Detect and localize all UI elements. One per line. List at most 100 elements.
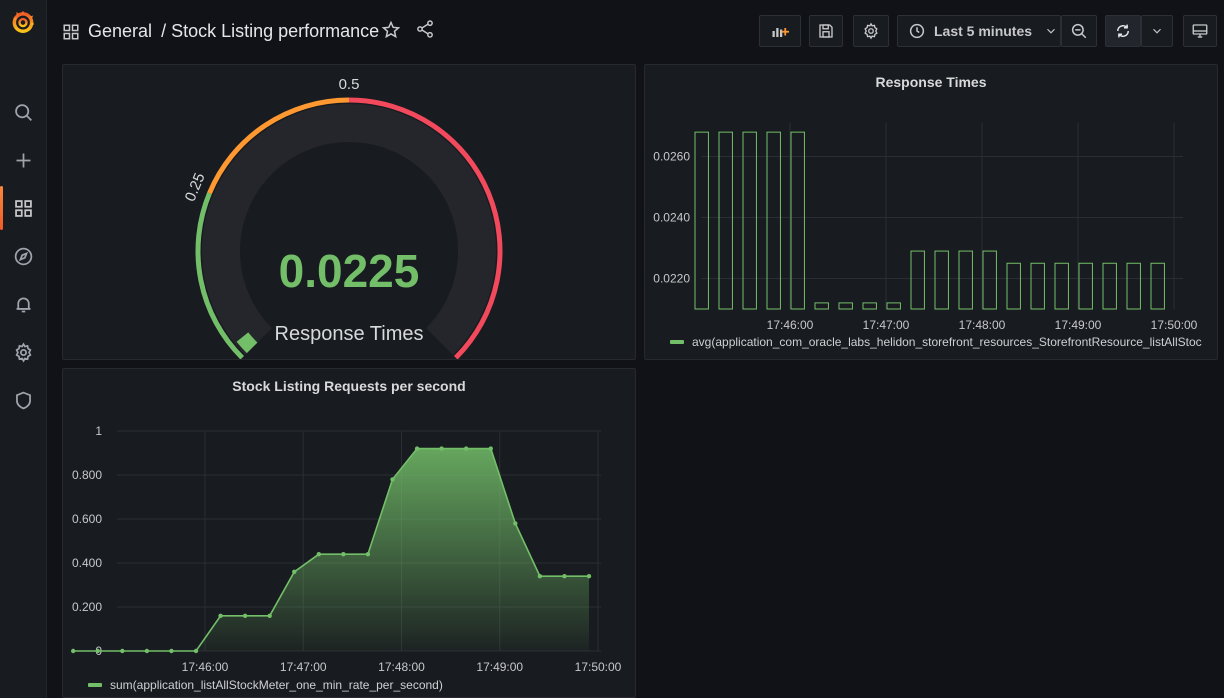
refresh-icon <box>1117 24 1129 38</box>
x-tick-label: 17:49:00 <box>1055 318 1102 332</box>
data-point <box>267 613 272 618</box>
x-tick-label: 17:46:00 <box>767 318 814 332</box>
legend-label: sum(application_listAllStockMeter_one_mi… <box>110 678 443 692</box>
chevron-down-icon <box>1047 28 1055 34</box>
data-point <box>70 648 76 654</box>
gauge-track <box>202 104 496 355</box>
dashboard-header: General / Stock Listing performance Last… <box>46 0 1224 64</box>
bar <box>982 250 997 310</box>
data-point <box>193 648 199 654</box>
chart-legend[interactable]: sum(application_listAllStockMeter_one_mi… <box>88 678 443 692</box>
chevron-down-icon <box>1153 28 1161 34</box>
x-tick-label: 17:46:00 <box>182 660 229 674</box>
y-tick-label: 1 <box>95 424 102 438</box>
x-tick-label: 17:48:00 <box>378 660 425 674</box>
share-icon[interactable] <box>415 19 435 39</box>
add-panel-button[interactable] <box>759 15 801 47</box>
gauge-threshold-orange <box>207 97 350 195</box>
time-range-label: Last 5 minutes <box>934 23 1033 39</box>
requests-panel[interactable]: Stock Listing Requests per second 17:46:… <box>62 368 636 698</box>
search-icon[interactable] <box>9 98 37 126</box>
x-tick-label: 17:49:00 <box>476 660 523 674</box>
x-tick-label: 17:48:00 <box>959 318 1006 332</box>
save-dashboard-button[interactable] <box>809 15 843 47</box>
star-icon[interactable] <box>381 20 401 40</box>
bar <box>886 302 901 310</box>
data-point <box>316 552 322 557</box>
bar <box>1006 262 1021 310</box>
data-point <box>586 574 592 579</box>
area-fill <box>73 448 589 651</box>
gauge-value: 0.0225 <box>279 245 420 297</box>
gear-icon <box>864 22 878 40</box>
grafana-logo-icon[interactable] <box>9 8 37 36</box>
response-times-chart: 17:46:00 17:47:00 17:48:00 17:49:00 17:50:00… <box>653 123 1198 332</box>
bar <box>742 131 757 310</box>
x-tick-label: 17:50:00 <box>1151 318 1198 332</box>
legend-swatch <box>670 340 684 344</box>
x-tick-label: 17:47:00 <box>863 318 910 332</box>
data-point <box>169 648 174 654</box>
bar <box>718 131 733 310</box>
legend-label: avg(application_com_oracle_labs_helidon_… <box>692 335 1202 349</box>
monitor-icon <box>1192 24 1208 38</box>
breadcrumb-folder[interactable]: General <box>88 21 153 41</box>
response-times-panel[interactable]: Response Times 17:46:00 17:47:00 17:48:00 1… <box>644 64 1218 360</box>
bar <box>1150 262 1165 310</box>
data-point <box>218 613 223 618</box>
bar <box>910 250 925 310</box>
bar <box>1054 262 1069 310</box>
gauge-value-bar <box>236 332 258 354</box>
bar <box>838 302 853 310</box>
data-point <box>292 569 297 574</box>
y-tick-label: 0.400 <box>72 556 102 570</box>
dashboard-settings-button[interactable] <box>853 15 889 47</box>
data-point <box>463 446 469 451</box>
bar <box>1030 262 1045 310</box>
data-point <box>365 552 371 557</box>
breadcrumb: General / Stock Listing performance <box>88 21 379 42</box>
plus-icon[interactable] <box>9 146 37 174</box>
panel-title: Response Times <box>875 74 987 90</box>
bar <box>814 302 829 310</box>
refresh-interval-dropdown[interactable] <box>1141 15 1173 47</box>
shield-icon[interactable] <box>9 386 37 414</box>
panel-title: Stock Listing Requests per second <box>232 378 466 394</box>
active-nav-indicator <box>0 186 3 230</box>
refresh-button[interactable] <box>1105 15 1141 47</box>
legend-swatch <box>88 683 102 687</box>
chart-legend[interactable]: avg(application_com_oracle_labs_helidon_… <box>670 335 1202 349</box>
data-point <box>242 613 248 618</box>
x-tick-label: 17:50:00 <box>575 660 622 674</box>
y-tick-label: 0.0220 <box>653 272 690 286</box>
y-tick-label: 0.0240 <box>653 211 690 225</box>
bar <box>862 302 877 310</box>
explore-icon[interactable] <box>9 242 37 270</box>
series-line <box>73 447 589 652</box>
gauge-threshold-red <box>348 97 503 359</box>
data-point <box>414 446 420 451</box>
zoom-out-button[interactable] <box>1061 15 1097 47</box>
y-tick-label: 0.0260 <box>653 150 690 164</box>
y-tick-label: 0.800 <box>72 468 102 482</box>
data-point <box>513 521 518 526</box>
configuration-icon[interactable] <box>9 338 37 366</box>
data-point <box>144 648 150 654</box>
alerting-icon[interactable] <box>9 290 37 318</box>
sidebar <box>0 0 47 698</box>
add-panel-icon <box>772 28 789 37</box>
x-tick-label: 17:47:00 <box>280 660 327 674</box>
bar <box>1102 262 1117 310</box>
tv-mode-button[interactable] <box>1183 15 1217 47</box>
clock-icon <box>909 23 925 39</box>
gauge-panel[interactable]: 0 0.25 0.5 1 0.0225 Response Times <box>62 64 636 360</box>
bar <box>1078 262 1093 310</box>
dashboard-grid-icon <box>63 24 79 40</box>
data-point <box>562 574 567 579</box>
bar <box>934 250 949 310</box>
dashboards-icon[interactable] <box>9 194 37 222</box>
dashboard-title[interactable]: Stock Listing performance <box>171 21 380 41</box>
gauge-chart: 0 0.25 0.5 1 0.0225 Response Times <box>182 76 503 359</box>
time-range-picker[interactable]: Last 5 minutes <box>897 15 1061 47</box>
bar <box>958 250 973 310</box>
